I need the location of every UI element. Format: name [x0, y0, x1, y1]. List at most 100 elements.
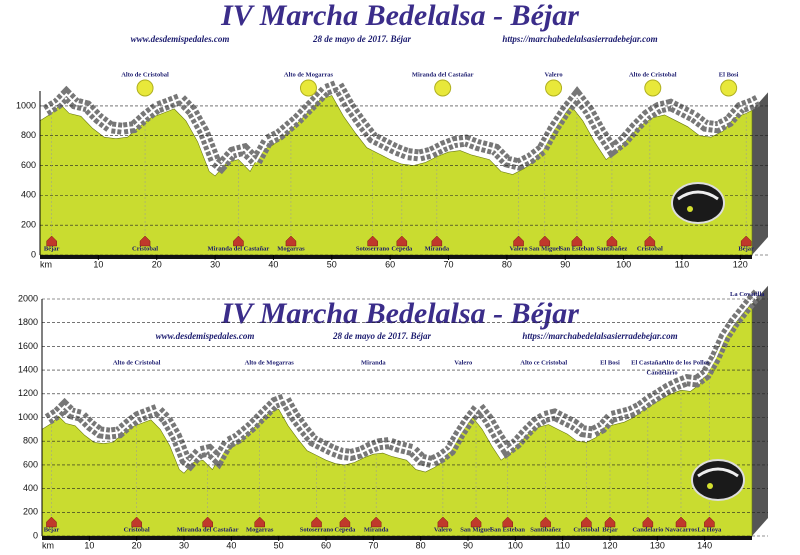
peak-label: Alto ce Cristobal [520, 359, 567, 366]
x-tick-label: 20 [152, 259, 162, 269]
x-tick-label: 50 [327, 259, 337, 269]
town-icon [571, 235, 583, 247]
y-tick-label: 800 [23, 436, 38, 446]
town-icon [367, 235, 378, 247]
town-label: Cristobal [637, 245, 663, 252]
town-icon [396, 235, 408, 247]
x-tick-label: 110 [675, 259, 689, 269]
y-tick-label: 0 [33, 530, 38, 540]
town-icon [540, 516, 551, 528]
town-label: Cristobal [132, 245, 158, 252]
town-label: Béjar [44, 245, 60, 252]
y-tick-label: 600 [21, 160, 36, 170]
x-tick-label: 80 [502, 259, 512, 269]
town-icon [502, 516, 514, 528]
town-label: Miranda [364, 526, 389, 533]
peak-label: Alto de Cristobal [629, 71, 677, 78]
side-face [752, 92, 768, 255]
logo [671, 182, 725, 224]
town-label: La Hoya [697, 526, 722, 533]
peak-icon [545, 79, 563, 97]
y-tick-label: 1000 [18, 412, 38, 422]
x-tick-label: 100 [508, 540, 523, 550]
town-label: Santibañez [530, 526, 561, 533]
town-icon [46, 516, 57, 528]
town-icon [470, 516, 482, 528]
peak-label: Valero [545, 71, 563, 78]
town-label: Béjar [738, 245, 754, 252]
peak-label: La Covatilla [730, 291, 765, 298]
x-tick-label: 30 [179, 540, 189, 550]
x-tick-label: 20 [132, 540, 142, 550]
x-tick-label: 90 [560, 259, 570, 269]
route-line [47, 293, 759, 465]
y-tick-label: 200 [21, 220, 36, 230]
town-label: Cepeda [391, 245, 413, 252]
x-tick-label: 90 [463, 540, 473, 550]
town-label: San Esteban [560, 245, 595, 252]
peak-icon [720, 79, 738, 97]
subtitle: www.desdemispedales.com [156, 331, 255, 341]
peak-label: Candelario [647, 369, 678, 376]
town-icon [704, 516, 715, 528]
peak-icon [299, 79, 317, 97]
peak-icon [644, 79, 662, 97]
town-label: Valero [510, 245, 528, 252]
subtitle: https://marchabedelalsasierradebejar.com [522, 331, 677, 341]
peak-label: El Bosi [719, 71, 739, 78]
x-tick-label: 10 [84, 540, 94, 550]
x-tick-label: 60 [385, 259, 395, 269]
town-label: San Miguel [529, 245, 561, 252]
y-tick-label: 800 [21, 130, 36, 140]
peak-label: Alto de los Pollos [662, 359, 710, 366]
y-tick-label: 600 [23, 459, 38, 469]
x-tick-label: 120 [733, 259, 748, 269]
logo [691, 459, 745, 501]
town-label: Cristobal [573, 526, 599, 533]
y-tick-label: 2000 [18, 293, 38, 303]
town-label: San Esteban [491, 526, 526, 533]
peak-icon [136, 79, 154, 97]
town-label: Cepeda [334, 526, 356, 533]
town-icon [642, 516, 654, 528]
town-icon [46, 235, 57, 247]
y-tick-label: 1000 [16, 100, 36, 110]
subtitle: 28 de mayo de 2017. Béjar [332, 331, 431, 341]
chart-title: IV Marcha Bedelalsa - Béjar [220, 0, 579, 32]
logo-dot [687, 206, 693, 212]
peak-label: Alto de Mogarras [284, 71, 334, 78]
town-icon [675, 516, 687, 528]
subtitle: 28 de mayo de 2017. Béjar [312, 34, 411, 44]
town-icon [254, 516, 265, 528]
town-icon [139, 235, 151, 247]
town-icon [581, 516, 592, 528]
town-icon [604, 516, 616, 528]
town-label: Mogarras [277, 245, 305, 252]
x-tick-label: 10 [93, 259, 103, 269]
town-icon [202, 516, 213, 528]
x-axis-label: km [40, 259, 52, 269]
peak-label: Valero [454, 359, 472, 366]
x-tick-label: 40 [226, 540, 236, 550]
y-tick-label: 1800 [18, 317, 38, 327]
town-icon [431, 235, 443, 247]
x-tick-label: 60 [321, 540, 331, 550]
y-tick-label: 1600 [18, 341, 38, 351]
town-icon [339, 516, 351, 528]
elevation-area [41, 302, 753, 537]
town-label: Santibañez [597, 245, 628, 252]
subtitle: www.desdemispedales.com [131, 34, 230, 44]
town-label: Navacarros [665, 526, 697, 533]
town-icon [370, 516, 382, 528]
town-label: Miranda [425, 245, 450, 252]
town-label: Béjar [44, 526, 60, 533]
x-tick-label: 140 [697, 540, 712, 550]
x-tick-label: 30 [210, 259, 220, 269]
x-tick-label: 100 [616, 259, 631, 269]
y-tick-label: 1400 [18, 364, 38, 374]
town-label: Miranda del Castañar [177, 526, 239, 533]
town-icon [131, 516, 142, 528]
route-line [45, 84, 759, 168]
logo-dot [707, 483, 713, 489]
